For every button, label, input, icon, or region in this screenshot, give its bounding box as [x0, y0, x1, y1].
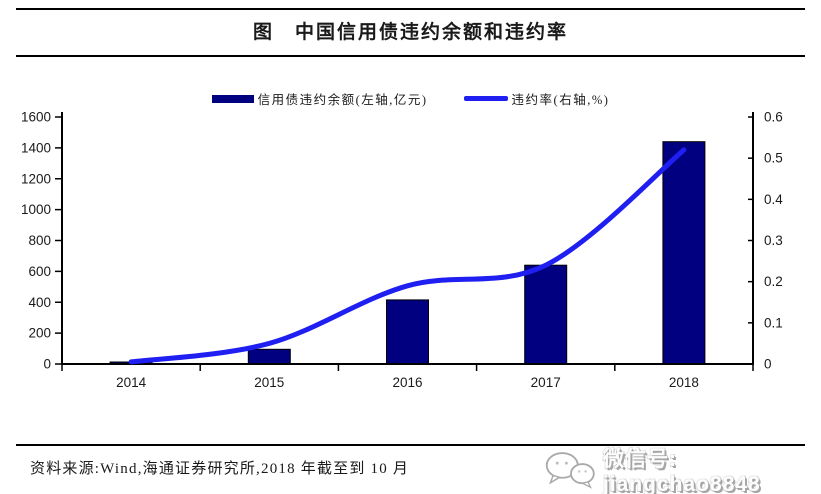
bar-2016: [386, 299, 429, 365]
wechat-icon: [545, 452, 595, 489]
left-axis-tick-label: 800: [28, 233, 51, 248]
x-axis-label-2014: 2014: [116, 375, 147, 390]
source-note: 资料来源:Wind,海通证券研究所,2018 年截至到 10 月: [30, 461, 410, 477]
default-rate-line: [128, 147, 687, 365]
chart-plot-area: 0 200 400 600 800 1000 1200 1400 1600 0 0.1 0.2 0.3 0…: [21, 110, 783, 391]
footer-rule: [16, 444, 805, 446]
x-axis-label-2016: 2016: [392, 375, 422, 390]
figure-title: 图 中国信用债违约余额和违约率: [252, 22, 568, 43]
left-axis-tick-label: 400: [28, 295, 51, 310]
chart-legend: 信用债违约余额(左轴,亿元) 违约率(右轴,%): [0, 89, 821, 108]
right-axis-tick-label: 0.4: [764, 192, 783, 207]
right-axis-tick-label: 0.2: [764, 274, 783, 289]
left-axis-tick-label: 1400: [21, 140, 51, 155]
right-axis-tick-label: 0.6: [764, 110, 783, 125]
legend-bar-swatch: [211, 94, 254, 103]
right-axis-tick-label: 0.3: [764, 233, 783, 248]
bar-2017: [524, 264, 568, 365]
left-axis-tick-label: 600: [28, 264, 51, 279]
left-axis-tick-label: 1200: [21, 171, 51, 186]
bar-2015: [247, 348, 291, 365]
legend-line-swatch: [463, 96, 508, 101]
watermark: 微信号: jiangchao8848: [544, 443, 821, 494]
left-axis-tick-label: 1000: [21, 202, 51, 217]
x-axis-label-2017: 2017: [531, 375, 561, 390]
left-axis-tick-label: 1600: [21, 110, 51, 125]
watermark-text: 微信号: jiangchao8848: [603, 448, 761, 494]
legend-line-label: 违约率(右轴,%): [511, 93, 610, 107]
bar-2018: [662, 141, 706, 365]
top-rule: [16, 8, 805, 10]
legend-bar-label: 信用债违约余额(左轴,亿元): [257, 93, 428, 107]
right-axis-tick-label: 0: [764, 357, 772, 372]
right-axis-tick-label: 0.1: [764, 315, 783, 330]
x-axis-label-2015: 2015: [254, 375, 284, 390]
title-rule: [16, 55, 805, 57]
right-axis-tick-label: 0.5: [764, 151, 783, 166]
left-axis-tick-label: 0: [43, 357, 51, 372]
legend-item-bar-series: 信用债违约余额(左轴,亿元): [211, 89, 428, 108]
legend-item-line-series: 违约率(右轴,%): [463, 89, 610, 108]
x-axis-label-2018: 2018: [669, 375, 699, 390]
left-axis-tick-label: 200: [28, 326, 51, 341]
